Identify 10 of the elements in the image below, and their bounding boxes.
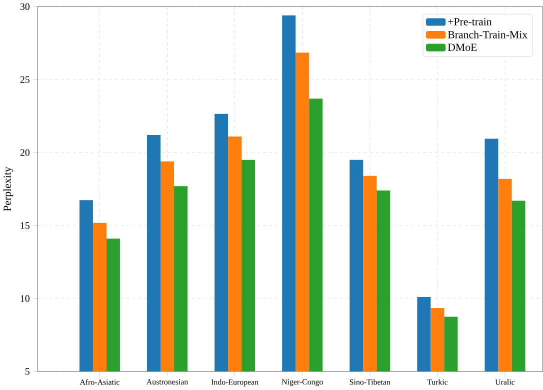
legend-label: +Pre-train [448,18,492,26]
y-tick-label: 10 [20,295,30,302]
y-tick-label: 5 [25,368,30,375]
y-tick-label: 30 [20,3,30,10]
y-tick-label: 20 [20,149,30,156]
legend-label: Branch-Train-Mix [448,30,528,39]
legend-label: DMoE [448,44,477,52]
y-tick-label: 25 [20,76,30,84]
y-tick-label: 15 [20,222,30,230]
y-axis-title: Perplexity [3,166,14,212]
